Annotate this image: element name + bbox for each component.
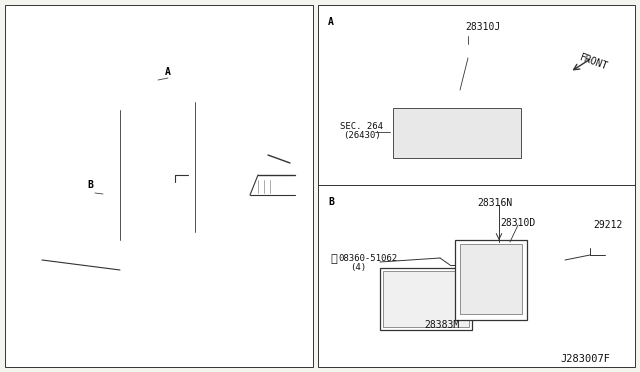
Circle shape <box>402 115 408 121</box>
Text: Ⓢ: Ⓢ <box>330 254 337 264</box>
Polygon shape <box>40 70 120 290</box>
Bar <box>380 268 472 330</box>
FancyBboxPatch shape <box>83 178 97 192</box>
Polygon shape <box>90 100 115 137</box>
Circle shape <box>466 38 470 42</box>
Polygon shape <box>120 175 295 285</box>
Text: 28310J: 28310J <box>465 22 500 32</box>
Circle shape <box>68 255 108 295</box>
Text: 28383M: 28383M <box>424 320 460 330</box>
Polygon shape <box>527 242 565 280</box>
Text: 29212: 29212 <box>593 220 622 230</box>
Polygon shape <box>380 90 535 165</box>
FancyBboxPatch shape <box>324 195 338 209</box>
Bar <box>455 240 527 320</box>
Text: SEC. 264: SEC. 264 <box>340 122 383 131</box>
Circle shape <box>438 115 444 121</box>
Text: FRONT: FRONT <box>578 52 609 71</box>
Bar <box>393 108 521 158</box>
Circle shape <box>420 115 426 121</box>
Polygon shape <box>243 68 278 130</box>
Bar <box>95 188 111 200</box>
FancyBboxPatch shape <box>324 15 338 29</box>
Circle shape <box>456 115 462 121</box>
Text: (4): (4) <box>350 263 366 272</box>
Polygon shape <box>80 60 285 95</box>
Text: A: A <box>165 67 171 77</box>
Polygon shape <box>168 88 210 124</box>
Text: 08360-51062: 08360-51062 <box>338 254 397 263</box>
Bar <box>148 80 166 92</box>
Bar <box>383 271 469 327</box>
Text: A: A <box>328 17 334 27</box>
Circle shape <box>237 248 277 288</box>
Polygon shape <box>240 60 295 175</box>
Text: (26430): (26430) <box>343 131 381 140</box>
Text: 28310D: 28310D <box>500 218 535 228</box>
Bar <box>318 5 635 367</box>
FancyBboxPatch shape <box>161 65 175 79</box>
Polygon shape <box>122 94 160 132</box>
Ellipse shape <box>272 140 284 147</box>
Circle shape <box>454 251 462 259</box>
Text: 28316N: 28316N <box>477 198 512 208</box>
Circle shape <box>464 36 472 44</box>
Bar <box>460 244 522 314</box>
Text: B: B <box>87 180 93 190</box>
Bar <box>5 5 313 367</box>
Text: J283007F: J283007F <box>560 354 610 364</box>
Circle shape <box>78 265 98 285</box>
Circle shape <box>247 258 267 278</box>
Text: B: B <box>328 197 334 207</box>
Circle shape <box>462 46 474 58</box>
Circle shape <box>454 264 462 272</box>
